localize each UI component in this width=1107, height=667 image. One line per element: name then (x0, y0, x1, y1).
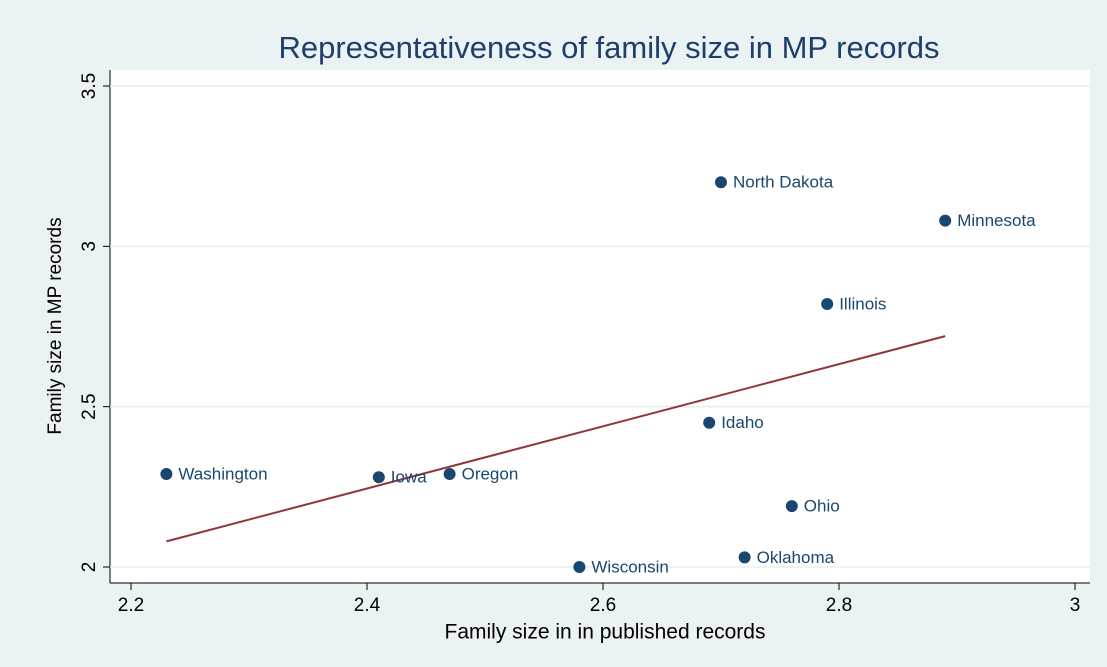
x-tick-label: 2.4 (354, 595, 381, 616)
chart-title: Representativeness of family size in MP … (278, 30, 939, 65)
plot-area (110, 70, 1090, 583)
point (738, 551, 751, 564)
point (939, 214, 952, 227)
point-label: Iowa (391, 468, 427, 487)
point (443, 468, 456, 481)
point-label: Minnesota (957, 211, 1036, 230)
y-tick-label: 2.5 (79, 393, 100, 419)
point-label: Oregon (462, 464, 519, 483)
point-label: Washington (178, 464, 267, 483)
point (573, 561, 586, 573)
point-label: Oklahoma (757, 548, 835, 567)
y-tick-label: 2 (79, 562, 100, 573)
point-label: North Dakota (733, 173, 834, 192)
point-label: Ohio (804, 497, 840, 516)
point (821, 298, 834, 311)
point (703, 416, 716, 429)
y-axis-label: Family size in MP records (45, 217, 66, 434)
x-tick-label: 2.2 (118, 595, 144, 616)
point-label: Illinois (839, 295, 886, 314)
point (372, 471, 385, 484)
x-tick-label: 2.6 (590, 595, 616, 616)
point (160, 468, 173, 481)
fit-line (166, 335, 946, 543)
y-tick-label: 3 (79, 241, 100, 252)
y-tick-label: 3.5 (79, 73, 100, 99)
point-label: Idaho (721, 413, 764, 432)
x-tick-label: 3 (1070, 595, 1081, 616)
point (785, 500, 798, 513)
x-axis-label: Family size in in published records (445, 621, 766, 644)
point (715, 176, 727, 189)
x-tick-label: 2.8 (826, 595, 852, 616)
point-label: Wisconsin (591, 557, 668, 576)
